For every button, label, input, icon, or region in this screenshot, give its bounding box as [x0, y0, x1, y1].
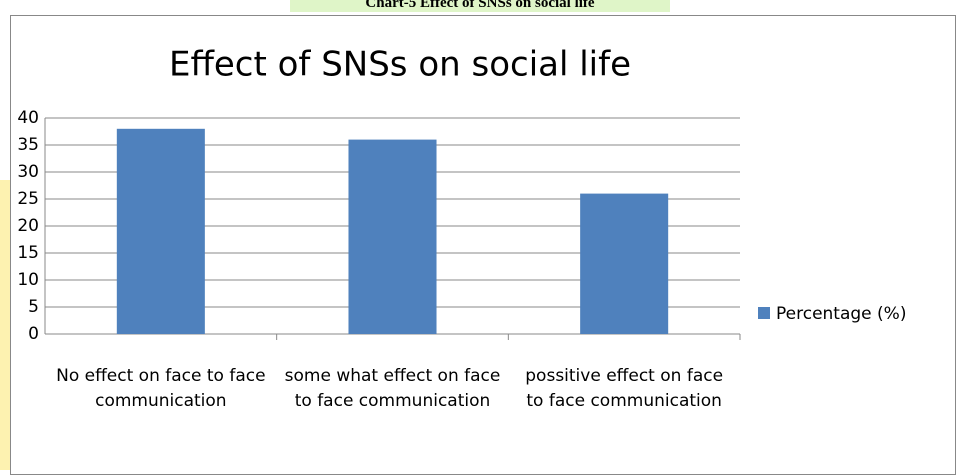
bar — [580, 193, 669, 334]
x-tick-label: some what effect on face to face communi… — [284, 366, 501, 411]
y-tick-label: 0 — [28, 324, 39, 344]
chart-title: Effect of SNSs on social life — [169, 45, 631, 85]
y-tick-label: 15 — [17, 243, 39, 263]
y-tick-label: 30 — [17, 162, 39, 182]
y-tick-label: 10 — [17, 270, 39, 290]
y-tick-label: 20 — [17, 216, 39, 236]
x-tick-label: possitive effect on face to face communi… — [525, 366, 724, 411]
y-tick-label: 5 — [28, 297, 39, 317]
side-strip — [0, 180, 10, 470]
legend-label: Percentage (%) — [776, 304, 906, 324]
y-tick-label: 35 — [17, 135, 39, 155]
bar — [116, 128, 205, 334]
legend-swatch — [758, 307, 770, 319]
caption: Chart-5 Effect of SNSs on social life — [290, 0, 670, 12]
y-tick-label: 40 — [17, 108, 39, 128]
x-tick-label: No effect on face to face communication — [56, 366, 266, 411]
bar — [348, 139, 437, 334]
y-tick-label: 25 — [17, 189, 39, 209]
